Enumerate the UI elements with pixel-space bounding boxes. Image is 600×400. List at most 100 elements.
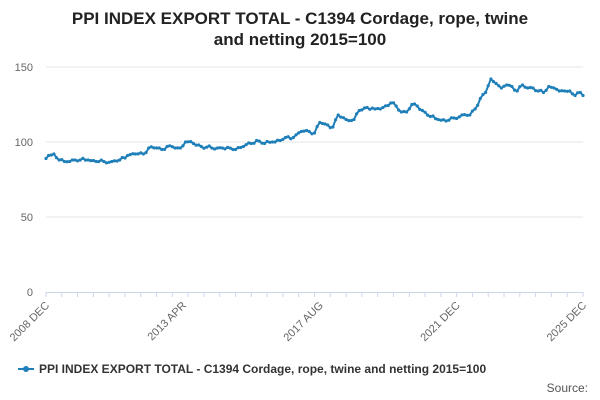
data-point xyxy=(54,156,59,160)
data-point xyxy=(520,83,525,87)
data-point xyxy=(362,106,367,110)
data-point xyxy=(526,86,530,90)
data-point xyxy=(326,123,330,127)
data-point xyxy=(260,141,264,145)
legend-series-label: PPI INDEX EXPORT TOTAL - C1394 Cordage, … xyxy=(39,362,487,376)
data-point xyxy=(541,90,546,95)
data-point xyxy=(249,141,253,146)
data-point xyxy=(73,158,77,162)
data-point xyxy=(126,153,130,158)
data-point xyxy=(378,107,382,111)
data-point xyxy=(420,108,424,113)
data-point xyxy=(481,92,485,97)
data-point xyxy=(165,144,169,149)
y-tick-label: 100 xyxy=(15,137,33,149)
data-point xyxy=(247,141,251,145)
data-point xyxy=(44,156,48,161)
chart-title-line2: and netting 2015=100 xyxy=(213,30,387,49)
data-point xyxy=(157,146,161,150)
data-point xyxy=(468,113,472,117)
data-point xyxy=(360,108,364,112)
data-point xyxy=(189,140,193,144)
data-point xyxy=(439,118,443,122)
data-point xyxy=(447,118,451,122)
data-point xyxy=(270,140,274,144)
data-point xyxy=(81,156,85,160)
data-point xyxy=(118,158,122,162)
data-point xyxy=(83,158,88,162)
data-point xyxy=(57,158,61,162)
data-point xyxy=(49,153,53,157)
data-point xyxy=(484,90,488,95)
data-point xyxy=(162,147,167,151)
data-point xyxy=(407,107,411,111)
data-point xyxy=(336,113,340,117)
data-point xyxy=(241,144,245,149)
x-tick-label: 2008 DEC xyxy=(8,300,52,344)
data-point xyxy=(299,129,303,134)
data-point xyxy=(441,118,446,122)
data-point xyxy=(136,152,140,156)
data-point xyxy=(547,84,551,89)
data-point xyxy=(505,83,509,87)
data-point xyxy=(536,89,540,93)
data-point xyxy=(515,89,519,93)
data-point xyxy=(449,116,453,120)
data-point xyxy=(89,159,93,163)
data-point xyxy=(220,146,224,150)
data-point xyxy=(428,114,432,119)
data-point xyxy=(352,117,356,122)
data-point xyxy=(489,77,493,81)
data-point xyxy=(576,91,580,95)
series-line xyxy=(45,78,584,164)
data-point xyxy=(394,104,398,108)
data-point xyxy=(476,103,480,107)
data-point xyxy=(86,158,90,162)
data-point xyxy=(170,145,174,149)
data-point xyxy=(452,116,456,120)
data-point xyxy=(507,83,511,87)
data-point xyxy=(112,159,116,163)
data-point xyxy=(581,93,585,98)
data-point xyxy=(70,158,74,162)
data-point xyxy=(307,129,311,134)
data-point xyxy=(302,129,306,133)
data-point xyxy=(473,107,477,111)
legend[interactable]: PPI INDEX EXPORT TOTAL - C1394 Cordage, … xyxy=(18,362,486,376)
y-tick-label: 50 xyxy=(21,212,33,224)
data-point xyxy=(107,160,111,164)
data-point xyxy=(52,152,56,156)
data-point xyxy=(273,140,277,144)
data-point xyxy=(549,85,554,89)
data-point xyxy=(310,132,314,136)
data-point xyxy=(578,90,583,95)
data-point xyxy=(341,116,346,120)
data-point xyxy=(462,113,467,117)
data-point xyxy=(262,141,267,146)
x-tick-label: 2025 DEC xyxy=(545,300,589,344)
data-point xyxy=(434,117,438,121)
data-point xyxy=(226,145,230,149)
data-point xyxy=(315,125,319,129)
data-point xyxy=(202,146,206,150)
data-point xyxy=(531,86,535,90)
data-point xyxy=(557,89,561,93)
data-point xyxy=(410,102,414,107)
data-point xyxy=(68,159,72,164)
data-point xyxy=(244,143,248,147)
data-point xyxy=(99,158,103,162)
data-point xyxy=(207,144,211,148)
data-point xyxy=(176,146,180,150)
data-point xyxy=(283,135,288,140)
data-point xyxy=(436,117,440,122)
data-point xyxy=(318,120,322,125)
data-point xyxy=(233,147,238,152)
data-point xyxy=(191,141,195,146)
data-point xyxy=(320,121,324,126)
data-point xyxy=(228,146,232,150)
data-point xyxy=(210,146,214,150)
data-point xyxy=(128,153,132,157)
data-point xyxy=(534,89,538,93)
data-point xyxy=(278,138,282,143)
